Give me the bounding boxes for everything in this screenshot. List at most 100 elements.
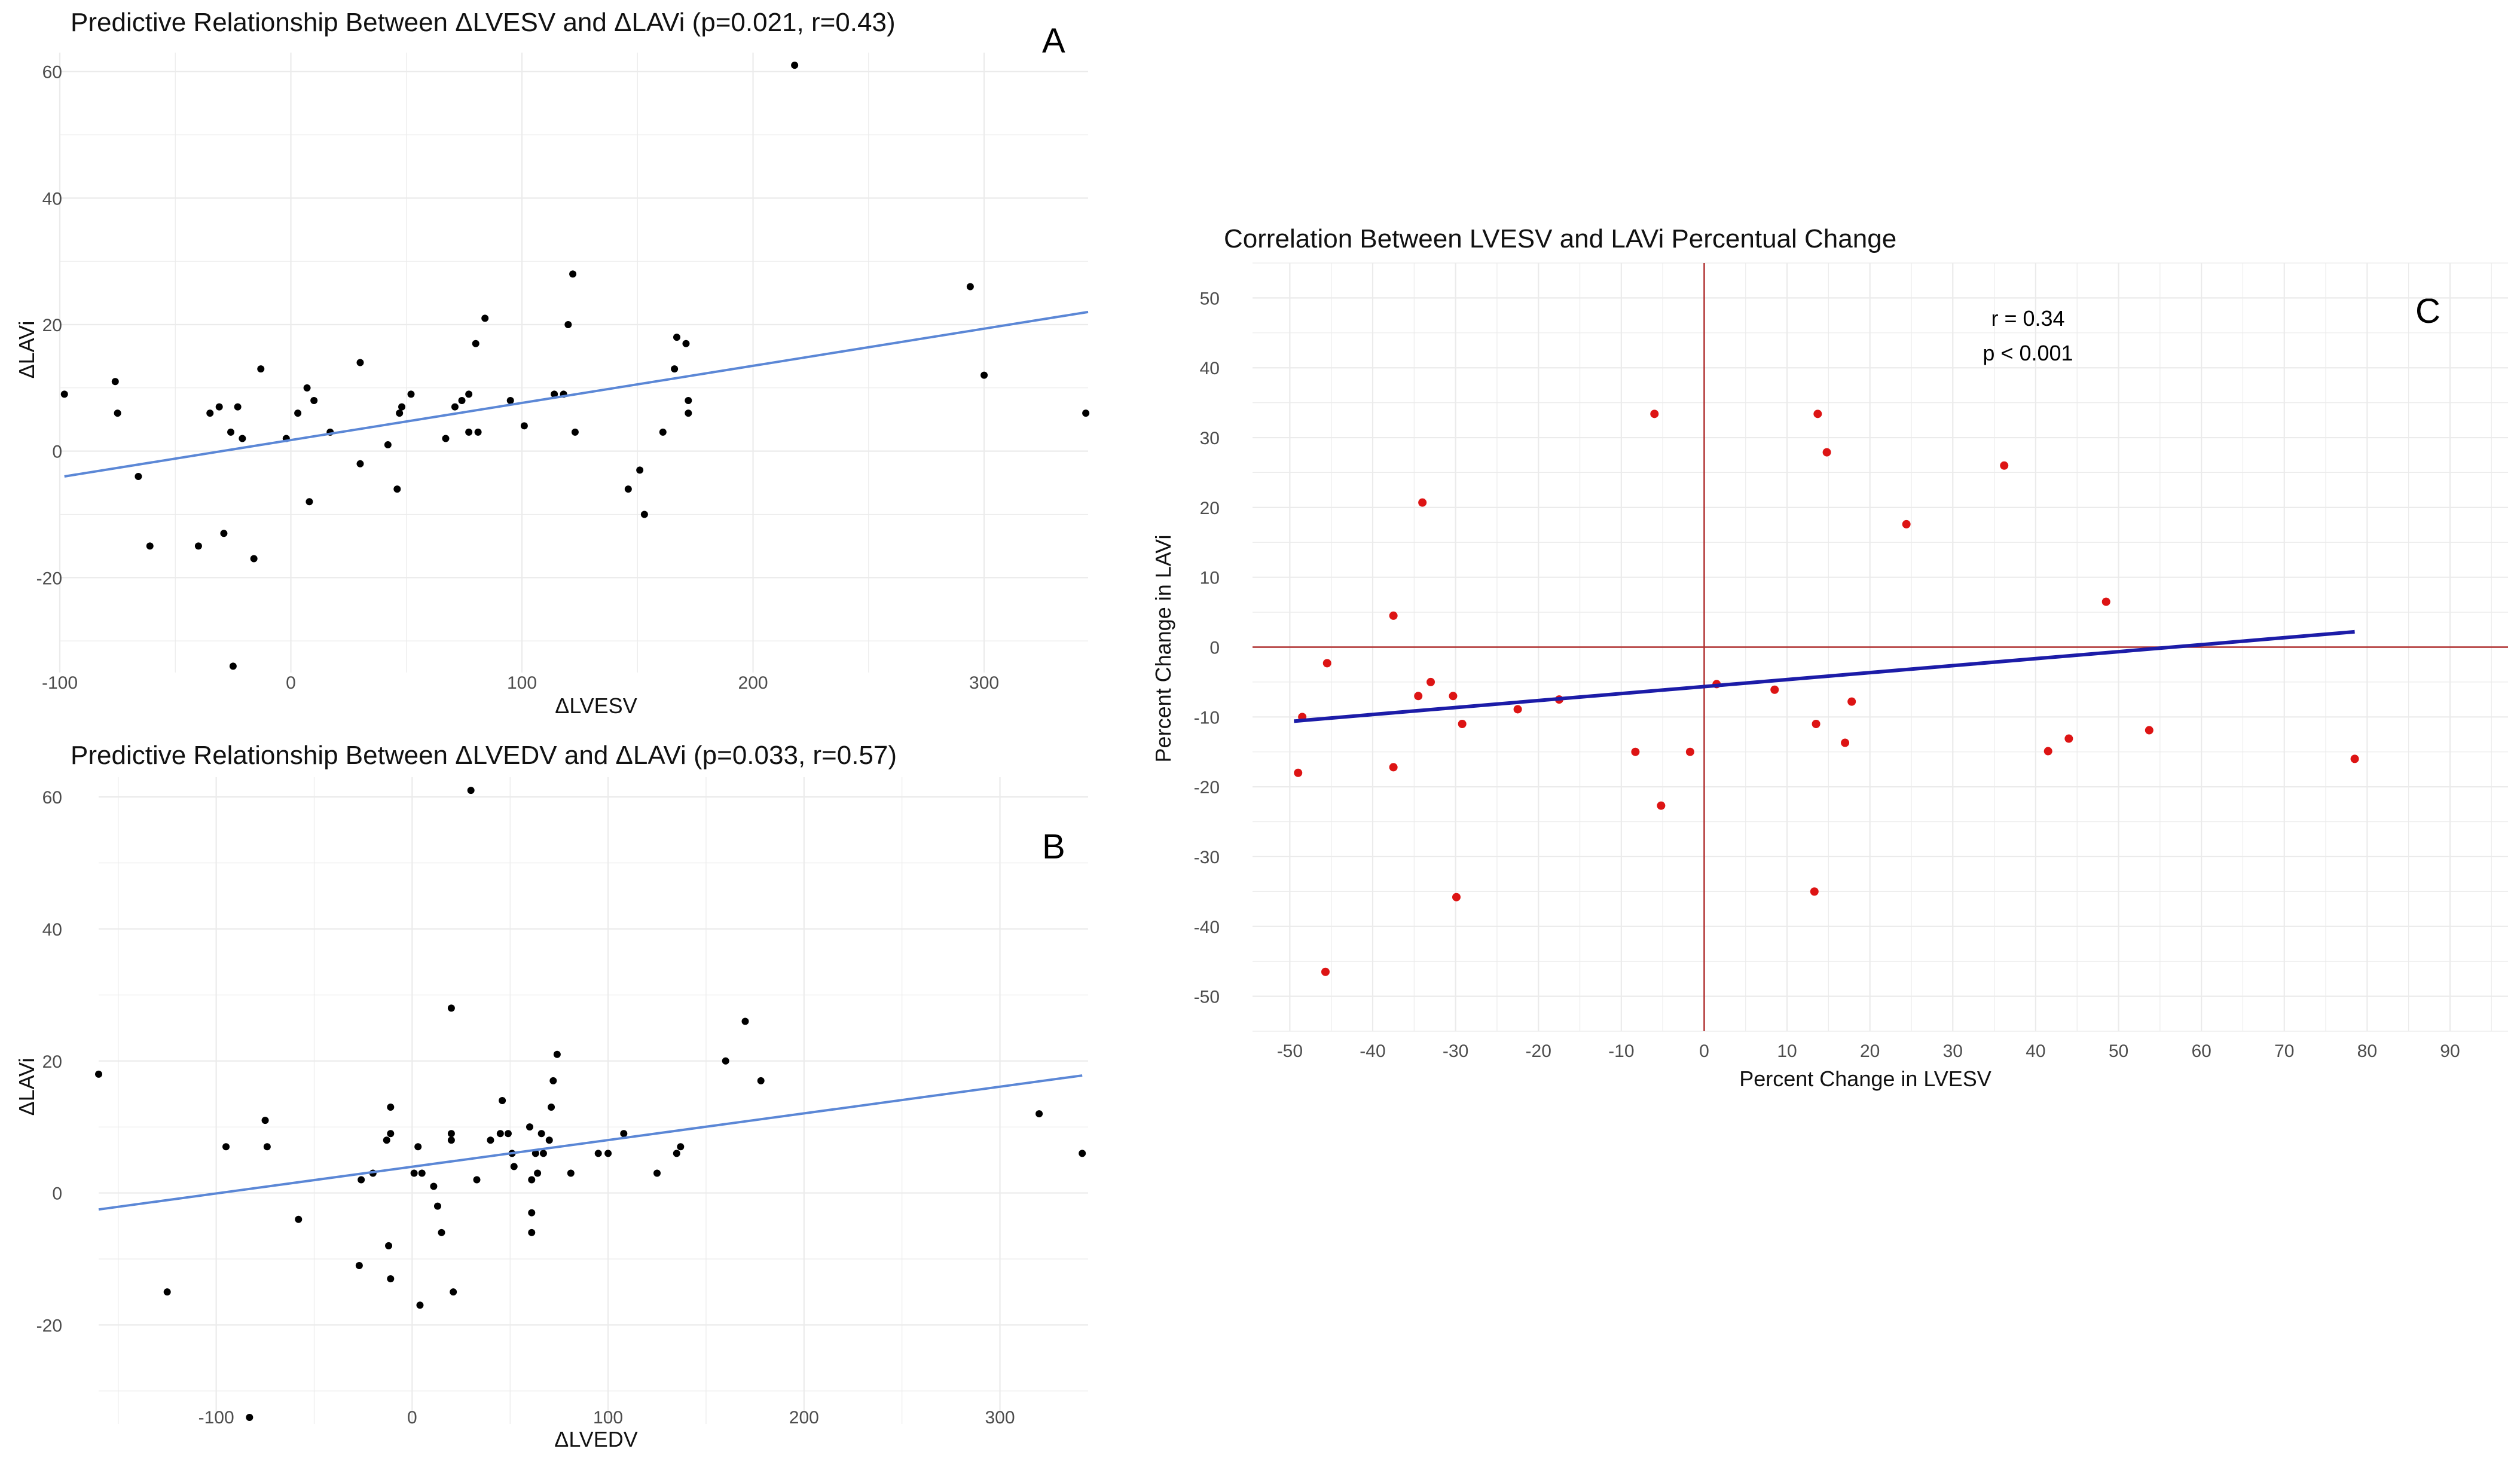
panel-b-data-point: [594, 1150, 602, 1157]
panel-c-p-annotation: p < 0.001: [1983, 341, 2073, 365]
panel-a-y-ticks: -20 0 20 40 60: [36, 63, 62, 589]
panel-c-x-tick-label: -40: [1360, 1041, 1385, 1061]
panel-c-y-tick-label: -10: [1194, 708, 1220, 728]
panel-c-data-point: [1389, 763, 1398, 772]
panel-c-title: Correlation Between LVESV and LAVi Perce…: [1224, 224, 1896, 253]
panel-b-data-point: [447, 1136, 455, 1144]
panel-b-y-tick-label: 0: [52, 1184, 62, 1204]
panel-b-data-point: [673, 1150, 680, 1157]
panel-b-data-point: [246, 1413, 253, 1421]
panel-a-data-point: [135, 472, 142, 480]
panel-c-x-tick-label: 0: [1699, 1041, 1709, 1061]
panel-a-data-point: [465, 428, 473, 436]
panel-a-data-point: [682, 340, 690, 347]
panel-a-x-tick-label: 0: [286, 673, 296, 693]
panel-a-data-point: [194, 542, 202, 550]
panel-c-data-point: [1418, 498, 1427, 507]
panel-b-data-point: [467, 787, 475, 794]
panel-b-data-point: [261, 1117, 269, 1124]
panel-b-y-label: ΔLAVi: [14, 1058, 39, 1116]
panel-b-data-point: [450, 1288, 457, 1296]
panel-c-data-point: [1902, 519, 1911, 528]
panel-a-data-point: [227, 428, 235, 436]
panel-b-data-point: [620, 1130, 628, 1138]
panel-b-x-tick-label: 100: [593, 1408, 623, 1428]
panel-a-data-point: [791, 62, 799, 69]
panel-b-data-point: [473, 1176, 481, 1184]
panel-c-x-tick-label: 20: [1860, 1041, 1880, 1061]
panel-c-data-point: [2044, 747, 2052, 756]
panel-c-x-tick-label: 10: [1777, 1041, 1797, 1061]
panel-a-y-label: ΔLAVi: [14, 321, 39, 379]
panel-a: Predictive Relationship Between ΔLVESV a…: [14, 8, 1090, 718]
panel-a-data-point: [442, 435, 450, 442]
panel-a-data-point: [356, 460, 364, 467]
panel-a-data-point: [685, 409, 692, 417]
panel-c-x-tick-label: 80: [2357, 1041, 2377, 1061]
panel-b-data-point: [383, 1136, 390, 1144]
panel-b-data-point: [416, 1301, 424, 1309]
panel-a-points: [60, 62, 1090, 670]
panel-b-y-ticks: -20 0 20 40 60: [36, 788, 62, 1335]
panel-a-data-point: [980, 371, 988, 379]
panel-c-y-tick-label: 20: [1200, 499, 1220, 518]
panel-b-data-point: [528, 1176, 536, 1184]
panel-b-data-point: [387, 1130, 395, 1138]
panel-a-data-point: [659, 428, 667, 436]
panel-b-data-point: [447, 1130, 455, 1138]
panel-a-x-tick-label: -100: [42, 673, 78, 693]
panel-a-data-point: [229, 662, 237, 670]
panel-b-data-point: [532, 1150, 539, 1157]
panel-b-data-point: [499, 1097, 506, 1104]
panel-a-data-point: [310, 396, 318, 404]
panel-a-x-tick-label: 100: [507, 673, 537, 693]
panel-b-data-point: [757, 1077, 765, 1084]
panel-c-data-point: [2350, 754, 2359, 763]
panel-a-data-point: [303, 384, 311, 392]
panel-a-y-tick-label: -20: [36, 569, 62, 588]
panel-b-data-point: [653, 1169, 661, 1177]
panel-a-x-ticks: -100 0 100 200 300: [42, 673, 999, 693]
panel-b-y-tick-label: 20: [42, 1052, 62, 1072]
panel-a-x-tick-label: 200: [738, 673, 768, 693]
panel-c-data-point: [1389, 611, 1398, 620]
panel-b-points: [95, 787, 1086, 1421]
panel-c-x-tick-label: -20: [1526, 1041, 1551, 1061]
panel-a-data-point: [234, 403, 242, 411]
panel-c-x-tick-label: 50: [2109, 1041, 2128, 1061]
panel-b: Predictive Relationship Between ΔLVEDV a…: [14, 741, 1088, 1451]
panel-c-x-tick-label: 60: [2191, 1041, 2211, 1061]
panel-c-fit-line: [1294, 629, 2355, 723]
panel-c-data-point: [2101, 597, 2110, 606]
panel-a-data-point: [966, 283, 974, 291]
panel-b-data-point: [387, 1104, 395, 1111]
panel-b-data-point: [741, 1017, 749, 1025]
panel-b-data-point: [1036, 1110, 1043, 1118]
panel-a-data-point: [571, 428, 579, 436]
panel-a-data-point: [671, 365, 679, 373]
panel-a-data-point: [520, 422, 528, 430]
panel-a-data-point: [465, 390, 473, 398]
panel-a-title: Predictive Relationship Between ΔLVESV a…: [71, 8, 896, 37]
panel-c-points: [1294, 409, 2359, 976]
panel-a-fit-line: [64, 310, 1089, 478]
panel-b-data-point: [355, 1262, 363, 1270]
panel-a-data-point: [636, 466, 644, 474]
panel-b-data-point: [604, 1150, 612, 1157]
panel-c: Correlation Between LVESV and LAVi Perce…: [1151, 224, 2508, 1091]
panel-c-data-point: [1847, 697, 1856, 706]
panel-c-data-point: [1813, 409, 1822, 418]
panel-c-data-point: [1427, 677, 1435, 686]
panel-b-data-point: [567, 1169, 575, 1177]
panel-c-r-annotation: r = 0.34: [1991, 306, 2064, 331]
panel-c-data-point: [1770, 685, 1779, 694]
panel-c-x-tick-label: -50: [1277, 1041, 1303, 1061]
panel-b-data-point: [1079, 1150, 1086, 1157]
panel-a-data-point: [673, 334, 680, 341]
panel-b-data-point: [722, 1057, 729, 1065]
panel-a-data-point: [250, 555, 258, 563]
panel-b-data-point: [358, 1176, 365, 1184]
panel-a-data-point: [294, 409, 302, 417]
panel-c-data-point: [1458, 720, 1467, 728]
